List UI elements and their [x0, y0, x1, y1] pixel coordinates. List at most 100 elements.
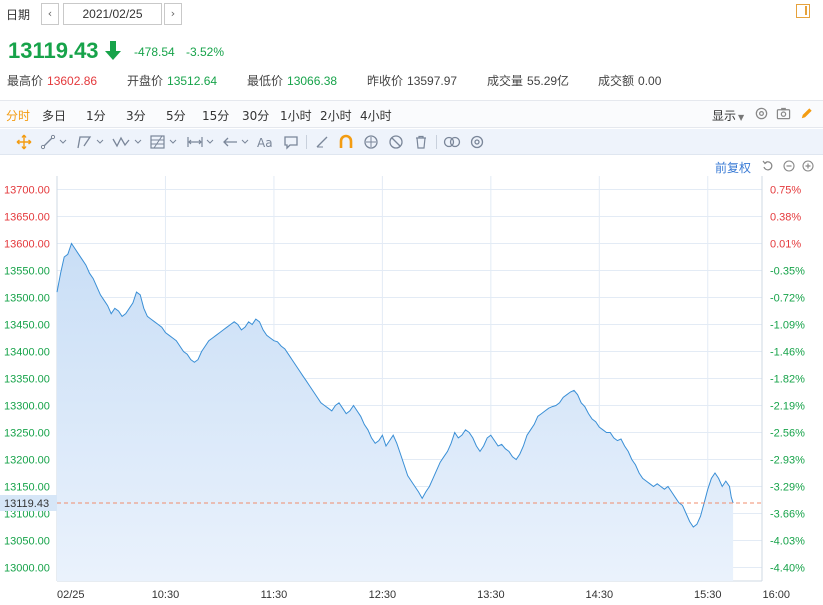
display-menu[interactable]: 显示 ▼: [712, 107, 744, 124]
arrow-tool-icon[interactable]: [222, 134, 250, 150]
x-tick-label: 16:00: [762, 589, 790, 601]
tab-1hour[interactable]: 1小时: [280, 109, 312, 123]
trend-line-icon[interactable]: [40, 134, 68, 150]
hide-icon[interactable]: [388, 134, 404, 150]
y-tick-percent-label: 0.01%: [770, 239, 801, 251]
x-tick-label: 12:30: [369, 589, 397, 601]
zoom-out-icon[interactable]: [783, 160, 795, 172]
tab-multi-day[interactable]: 多日: [42, 109, 67, 123]
toolbar-divider: [436, 135, 437, 149]
tab-intraday[interactable]: 分时: [6, 109, 31, 123]
stat-label: 昨收价: [367, 74, 404, 88]
stat-label: 成交量: [487, 74, 524, 88]
crosshair-move-icon[interactable]: [16, 134, 32, 150]
trash-icon[interactable]: [413, 134, 429, 150]
magnet-icon[interactable]: [338, 134, 354, 150]
date-field[interactable]: 2021/02/25: [63, 3, 162, 25]
y-tick-percent-label: 0.75%: [770, 185, 801, 197]
stat-value: 13597.97: [407, 74, 458, 88]
y-tick-percent-label: -1.09%: [770, 320, 805, 332]
y-tick-label: 13400.00: [4, 347, 50, 359]
y-tick-label: 13450.00: [4, 320, 50, 332]
y-tick-label: 13150.00: [4, 482, 50, 494]
price-change: -478.54: [134, 45, 175, 59]
y-tick-percent-label: -1.46%: [770, 347, 805, 359]
tab-3min[interactable]: 3分: [126, 109, 146, 123]
y-tick-label: 13550.00: [4, 266, 50, 278]
y-tick-percent-label: -1.82%: [770, 374, 805, 386]
x-tick-label: 02/25: [57, 589, 85, 601]
tab-4hour[interactable]: 4小时: [360, 109, 392, 123]
y-tick-label: 13200.00: [4, 455, 50, 467]
date-bar: 日期 ‹ 2021/02/25 ›: [0, 0, 823, 28]
next-date-button[interactable]: ›: [164, 3, 182, 25]
y-tick-label: 13050.00: [4, 536, 50, 548]
y-tick-label: 13500.00: [4, 293, 50, 305]
reset-icon[interactable]: [762, 160, 774, 172]
tab-15min[interactable]: 15分: [202, 109, 230, 123]
stat-value: 13066.38: [287, 74, 338, 88]
y-tick-label: 13600.00: [4, 239, 50, 251]
stat-label: 开盘价: [127, 74, 164, 88]
camera-icon[interactable]: [776, 106, 791, 121]
y-tick-percent-label: -0.35%: [770, 266, 805, 278]
wave-pattern-icon[interactable]: [112, 134, 144, 150]
current-price-tag: [0, 495, 57, 512]
tab-1min[interactable]: 1分: [86, 109, 106, 123]
price-adjust-toggle[interactable]: 前复权: [715, 161, 752, 175]
link-icon[interactable]: [443, 134, 461, 150]
polyline-icon[interactable]: [76, 134, 106, 150]
y-axis-right: 0.75% 0.38% 0.01% -0.35% -0.72% -1.09% -1.46% -…: [770, 185, 805, 575]
tab-2hour[interactable]: 2小时: [320, 109, 352, 123]
tab-5min[interactable]: 5分: [166, 109, 186, 123]
zoom-in-icon[interactable]: [802, 160, 814, 172]
stat-value: 0.00: [638, 74, 662, 88]
y-tick-percent-label: -3.66%: [770, 509, 805, 521]
x-tick-label: 14:30: [586, 589, 614, 601]
y-tick-percent-label: -2.19%: [770, 401, 805, 413]
y-tick-percent-label: 0.38%: [770, 212, 801, 224]
stat-value: 55.29亿: [527, 74, 570, 88]
y-tick-percent-label: -4.03%: [770, 536, 805, 548]
range-measure-icon[interactable]: [186, 134, 216, 150]
y-tick-percent-label: -3.29%: [770, 482, 805, 494]
y-tick-label: 13650.00: [4, 212, 50, 224]
y-tick-label: 13700.00: [4, 185, 50, 197]
y-axis-left: 13700.00 13650.00 13600.00 13550.00 13500.00…: [4, 185, 50, 575]
chevron-down-icon: ▼: [738, 113, 745, 122]
x-tick-label: 10:30: [152, 589, 180, 601]
sidebar-toggle-icon[interactable]: [796, 4, 810, 18]
current-price: 13119.43: [8, 38, 99, 63]
price-change-percent: -3.52%: [186, 45, 225, 59]
y-tick-percent-label: -2.56%: [770, 428, 805, 440]
intraday-chart[interactable]: 13700.00 13650.00 13600.00 13550.00 13500.00…: [0, 176, 823, 605]
y-tick-label: 13250.00: [4, 428, 50, 440]
price-line: [56, 242, 734, 528]
stat-value: 13602.86: [47, 74, 98, 88]
stat-low: 最低价 13066.38: [247, 72, 337, 89]
settings-icon[interactable]: [754, 106, 769, 121]
x-tick-label: 15:30: [694, 589, 722, 601]
y-tick-label: 13350.00: [4, 374, 50, 386]
eye-icon[interactable]: [363, 134, 379, 150]
pencil-icon[interactable]: [799, 106, 814, 121]
comment-icon[interactable]: [283, 134, 299, 150]
y-tick-percent-label: -4.40%: [770, 563, 805, 575]
y-tick-percent-label: -2.93%: [770, 455, 805, 467]
date-label: 日期: [6, 8, 31, 22]
stat-label: 成交额: [598, 74, 635, 88]
stat-volume: 成交量 55.29亿: [487, 72, 569, 89]
text-tool-icon[interactable]: Aa: [256, 134, 276, 150]
current-price-tag-label: 13119.43: [4, 498, 49, 510]
y-tick-label: 13000.00: [4, 563, 50, 575]
brush-icon[interactable]: [314, 134, 330, 150]
display-menu-label: 显示: [712, 109, 737, 123]
x-tick-label: 11:30: [261, 589, 288, 601]
fib-grid-icon[interactable]: [149, 134, 179, 150]
quote-stats: 最高价 13602.86 开盘价 13512.64 最低价 13066.38 昨收价 1…: [0, 72, 823, 90]
stat-turnover: 成交额 0.00: [598, 72, 661, 89]
stat-label: 最高价: [7, 74, 44, 88]
gear-icon[interactable]: [469, 134, 485, 150]
tab-30min[interactable]: 30分: [242, 109, 270, 123]
prev-date-button[interactable]: ‹: [41, 3, 59, 25]
